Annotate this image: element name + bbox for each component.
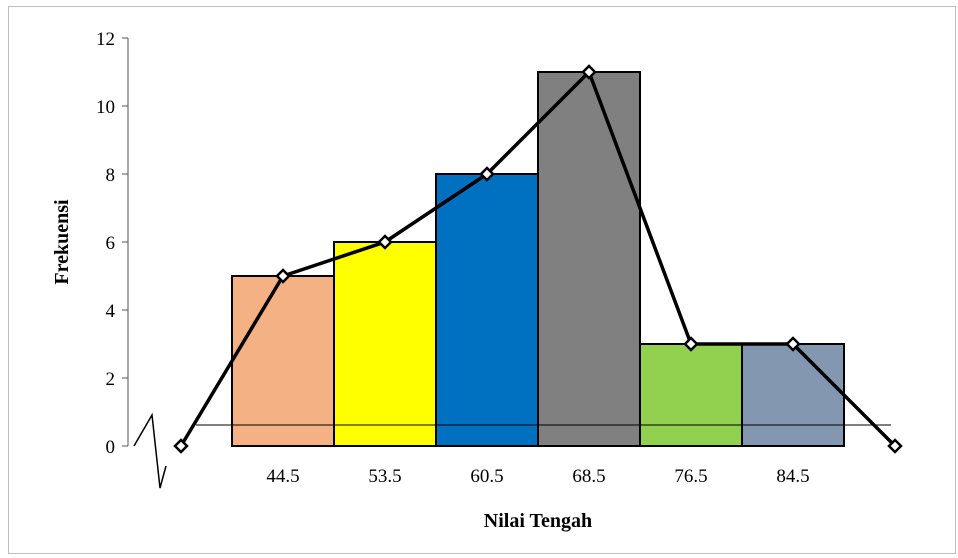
x-tick-label: 60.5 [470, 466, 503, 487]
x-tick-label: 84.5 [776, 466, 809, 487]
bar-76.5 [639, 343, 743, 447]
x-tick-label: 76.5 [674, 466, 707, 487]
bar-84.5 [741, 343, 845, 447]
x-tick-label: 53.5 [368, 466, 401, 487]
polygon-point [683, 336, 699, 352]
y-tick-label: 6 [106, 233, 116, 254]
polygon-point [377, 234, 393, 250]
frequency-polygon-line [179, 70, 897, 448]
axis-break-mark [133, 412, 167, 489]
polygon-point [887, 438, 903, 454]
bar-60.5 [435, 173, 539, 447]
polygon-point [581, 64, 597, 80]
x-tick-label: 68.5 [572, 466, 605, 487]
bars-group [231, 71, 845, 447]
y-tick-label: 8 [106, 165, 116, 186]
y-tick-label: 10 [96, 97, 115, 118]
y-axis-title: Frekuensi [51, 199, 73, 285]
x-axis-title: Nilai Tengah [484, 510, 592, 532]
bar-68.5 [537, 71, 641, 447]
y-tick-label: 12 [96, 29, 115, 50]
y-tick-label: 0 [106, 437, 116, 458]
polygon-point [785, 336, 801, 352]
y-tick-label: 4 [106, 301, 116, 322]
y-ticks-group: 0 2 4 6 8 10 12 [96, 29, 128, 458]
x-tick-label: 44.5 [266, 466, 299, 487]
bar-44.5 [231, 275, 335, 447]
x-ticks-group: 44.5 53.5 60.5 68.5 76.5 84.5 [266, 466, 809, 487]
polygon-point [479, 166, 495, 182]
y-tick-label: 2 [106, 369, 116, 390]
frequency-polygon-group [173, 64, 903, 454]
polygon-point [275, 268, 291, 284]
bar-53.5 [333, 241, 437, 447]
polygon-point [173, 438, 189, 454]
